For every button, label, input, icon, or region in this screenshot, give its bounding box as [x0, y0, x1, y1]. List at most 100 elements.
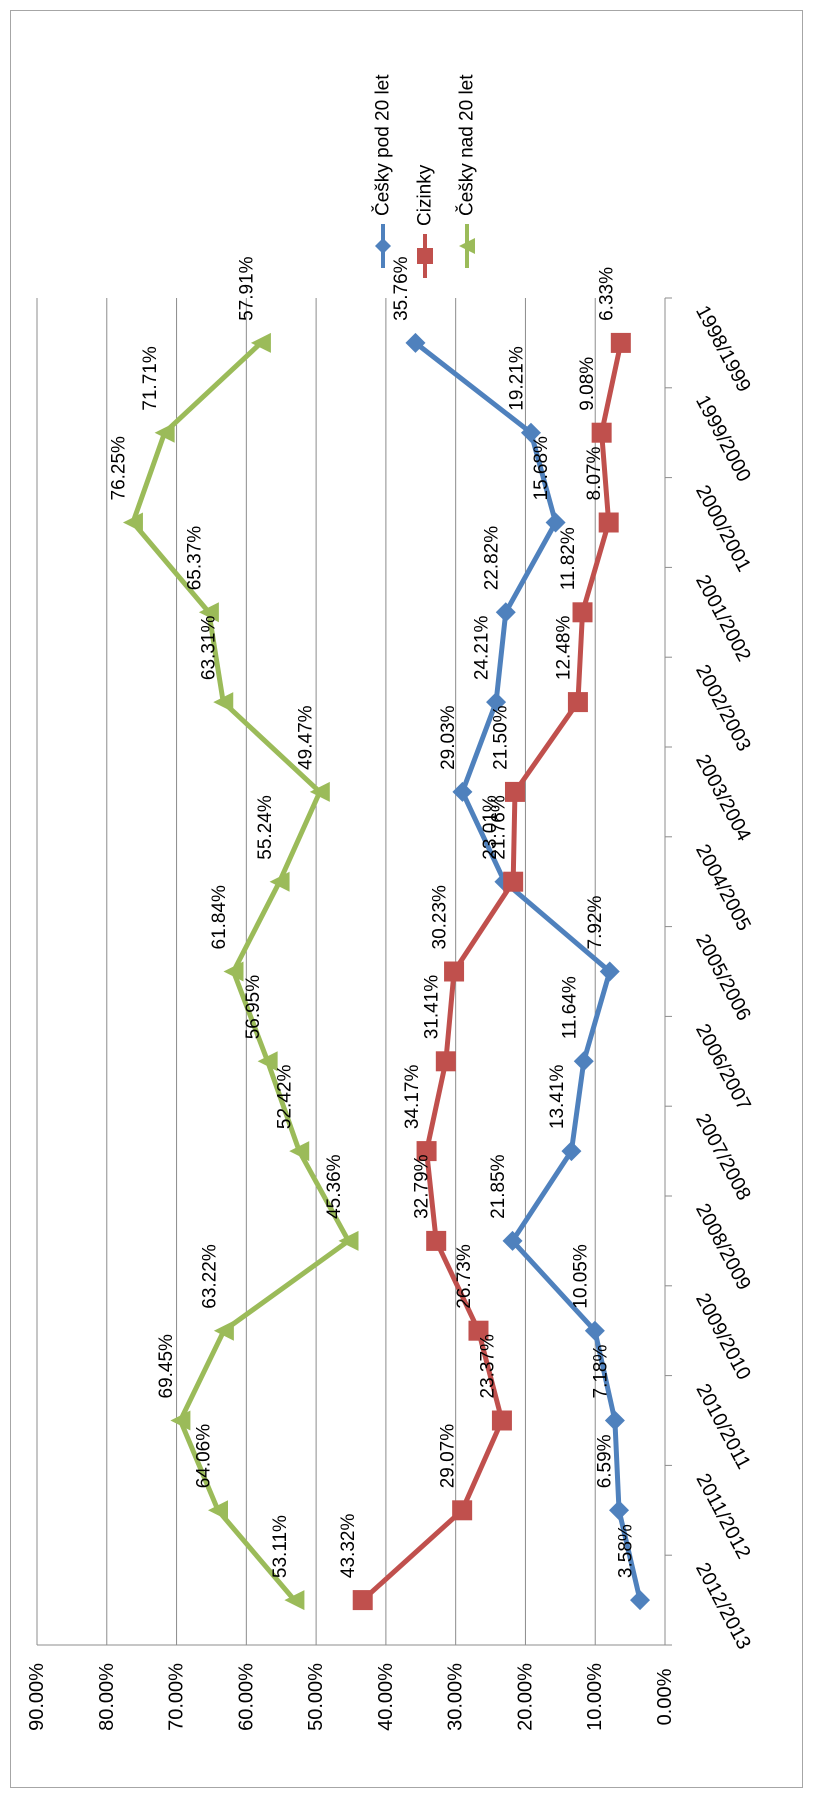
data-point [520, 422, 541, 443]
data-label: 15.68% [531, 436, 552, 501]
data-label: 6.59% [595, 1434, 616, 1488]
x-tick-label: 1998/1999 [691, 302, 755, 396]
data-point [122, 512, 143, 533]
x-tick-label: 2008/2009 [691, 1200, 755, 1294]
data-point [468, 1320, 489, 1341]
data-point [284, 1590, 305, 1611]
data-label: 49.47% [295, 705, 316, 770]
data-point [257, 1051, 278, 1072]
data-point [567, 692, 588, 713]
data-label: 52.42% [275, 1065, 296, 1130]
x-tick-label: 2011/2012 [691, 1470, 754, 1562]
data-label: 24.21% [472, 616, 493, 681]
data-point [170, 1410, 191, 1431]
y-tick-label: 40.00% [375, 1663, 397, 1731]
data-label: 22.82% [481, 526, 502, 591]
data-label: 6.33% [596, 267, 617, 321]
x-tick-label: 2002/2003 [691, 661, 755, 755]
data-point [486, 692, 507, 713]
data-label: 31.41% [421, 975, 442, 1040]
series-2 [352, 332, 631, 1611]
data-point [503, 871, 524, 892]
data-label: 55.24% [255, 795, 276, 860]
data-label: 63.22% [199, 1244, 220, 1309]
data-point [591, 422, 612, 443]
data-point [610, 332, 631, 353]
data-point [435, 1051, 456, 1072]
legend-marker [459, 238, 475, 254]
data-label: 35.76% [391, 256, 412, 321]
data-label: 65.37% [184, 526, 205, 591]
data-label: 43.32% [338, 1514, 359, 1579]
data-label: 21.76% [489, 795, 510, 860]
data-point [491, 1410, 512, 1431]
y-tick-label: 90.00% [26, 1663, 48, 1731]
legend-marker [375, 238, 391, 254]
data-point [502, 1230, 523, 1251]
data-point [269, 871, 290, 892]
data-label: 21.85% [488, 1154, 509, 1219]
x-tick-label: 2007/2008 [691, 1110, 755, 1204]
data-point [561, 1141, 582, 1162]
data-label: 29.07% [438, 1424, 459, 1489]
legend-item: Cizinky [415, 164, 436, 278]
legend: Češky pod 20 let Cizinky Češky nad 20 let [372, 74, 478, 278]
data-point [609, 1500, 630, 1521]
legend-item: Češky pod 20 let [372, 74, 394, 268]
data-point [213, 692, 234, 713]
legend-label: Češky pod 20 let [372, 74, 394, 216]
data-point [208, 1500, 229, 1521]
line-chart: 0.00% 10.00% 20.00% 30.00% 40.00% 50.00% 60.00… [26, 74, 755, 1731]
x-tick-label: 1999/2000 [691, 392, 755, 486]
data-point [405, 332, 426, 353]
data-point [198, 602, 219, 623]
data-label: 23.01% [480, 795, 501, 860]
data-point [444, 961, 465, 982]
legend-label: Češky nad 20 let [456, 74, 478, 216]
x-tick-label: 2009/2010 [691, 1290, 755, 1384]
data-label: 3.58% [616, 1524, 637, 1578]
data-point [572, 602, 593, 623]
data-labels: 35.76% 19.21% 15.68% 22.82% 24.21% 29.03% 23.0… [108, 256, 636, 1578]
data-label: 71.71% [140, 346, 161, 411]
data-label: 19.21% [506, 346, 527, 411]
data-label: 26.73% [454, 1244, 475, 1309]
x-tick-label: 2000/2001 [691, 482, 755, 576]
y-tick-label: 60.00% [235, 1663, 257, 1731]
data-point [338, 1230, 359, 1251]
y-tick-label: 70.00% [166, 1663, 188, 1731]
data-label: 32.79% [412, 1154, 433, 1219]
data-label: 8.07% [584, 447, 605, 501]
data-label: 76.25% [108, 436, 129, 501]
legend-marker [417, 248, 433, 264]
data-point [604, 1410, 625, 1431]
data-point [452, 781, 473, 802]
data-point [416, 1141, 437, 1162]
data-point [573, 1051, 594, 1072]
chart-area: 0.00% 10.00% 20.00% 30.00% 40.00% 50.00% 60.00… [10, 10, 803, 1788]
data-label: 7.18% [590, 1345, 611, 1399]
data-label: 23.37% [477, 1334, 498, 1399]
x-tick-label: 2006/2007 [691, 1020, 755, 1114]
data-label: 57.91% [236, 256, 257, 321]
data-point [545, 512, 566, 533]
x-tick-label: 2010/2011 [691, 1380, 754, 1472]
data-point [504, 781, 525, 802]
data-point [598, 512, 619, 533]
data-label: 29.03% [438, 705, 459, 770]
data-label: 12.48% [553, 616, 574, 681]
data-label: 11.82% [558, 527, 579, 590]
y-tick-label: 0.00% [654, 1668, 676, 1725]
data-point [630, 1590, 651, 1611]
y-tick-label: 50.00% [305, 1663, 327, 1731]
data-label: 69.45% [156, 1334, 177, 1399]
data-label: 30.23% [430, 885, 451, 950]
data-point [599, 961, 620, 982]
data-label: 13.41% [547, 1065, 568, 1130]
data-point [352, 1590, 373, 1611]
data-point [223, 961, 244, 982]
data-point [289, 1141, 310, 1162]
y-tick-label: 20.00% [514, 1663, 536, 1731]
data-label: 64.06% [194, 1424, 215, 1489]
data-point [584, 1320, 605, 1341]
